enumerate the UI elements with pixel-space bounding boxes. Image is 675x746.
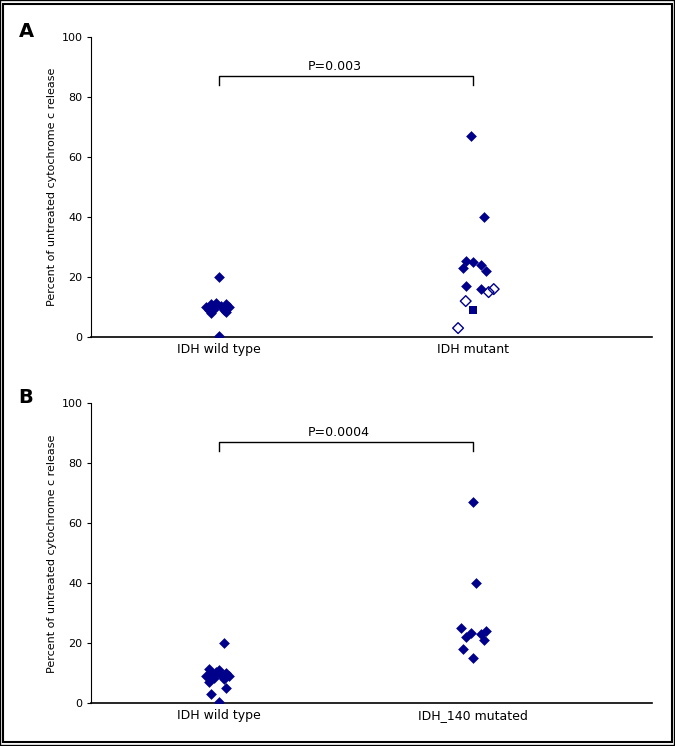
Point bbox=[453, 322, 464, 334]
Point bbox=[468, 496, 479, 508]
Point bbox=[460, 280, 471, 292]
Point bbox=[216, 300, 227, 312]
Point bbox=[468, 652, 479, 664]
Y-axis label: Percent of untreated cytochrome c release: Percent of untreated cytochrome c releas… bbox=[47, 68, 57, 307]
Point bbox=[481, 625, 491, 637]
Point bbox=[465, 131, 476, 142]
Point bbox=[221, 683, 232, 695]
Point bbox=[211, 297, 221, 309]
Point bbox=[483, 286, 494, 298]
Point bbox=[221, 298, 232, 310]
Point bbox=[468, 256, 479, 268]
Point bbox=[221, 306, 232, 318]
Point bbox=[219, 304, 230, 316]
Point bbox=[216, 669, 227, 681]
Point bbox=[223, 301, 234, 313]
Point bbox=[468, 304, 479, 316]
Point bbox=[223, 671, 234, 683]
Point bbox=[200, 671, 211, 683]
Point bbox=[203, 663, 214, 675]
Point bbox=[213, 330, 224, 342]
Point bbox=[203, 677, 214, 689]
Point bbox=[209, 672, 219, 684]
Point bbox=[206, 307, 217, 319]
Point bbox=[458, 262, 468, 274]
Point bbox=[213, 696, 224, 708]
Point bbox=[206, 298, 217, 310]
Point bbox=[211, 666, 221, 678]
Text: A: A bbox=[19, 22, 34, 41]
Point bbox=[488, 283, 499, 295]
Point bbox=[203, 304, 214, 316]
Point bbox=[206, 689, 217, 700]
Text: B: B bbox=[19, 389, 33, 407]
Point bbox=[455, 622, 466, 634]
Point bbox=[470, 577, 481, 589]
Text: P=0.003: P=0.003 bbox=[308, 60, 362, 73]
Point bbox=[460, 295, 471, 307]
Point bbox=[206, 668, 217, 680]
Point bbox=[221, 668, 232, 680]
Point bbox=[200, 301, 211, 313]
Text: P=0.0004: P=0.0004 bbox=[308, 427, 370, 439]
Point bbox=[478, 211, 489, 223]
Point bbox=[213, 271, 224, 283]
Point bbox=[219, 674, 230, 686]
Point bbox=[460, 631, 471, 643]
Point bbox=[209, 303, 219, 315]
Point bbox=[219, 637, 230, 649]
Point bbox=[481, 265, 491, 277]
Point bbox=[465, 627, 476, 639]
Point bbox=[478, 634, 489, 646]
Y-axis label: Percent of untreated cytochrome c release: Percent of untreated cytochrome c releas… bbox=[47, 434, 57, 673]
Point bbox=[476, 628, 487, 640]
Point bbox=[458, 643, 468, 655]
Point bbox=[476, 283, 487, 295]
Point bbox=[460, 254, 471, 266]
Point bbox=[213, 665, 224, 677]
Point bbox=[476, 259, 487, 271]
